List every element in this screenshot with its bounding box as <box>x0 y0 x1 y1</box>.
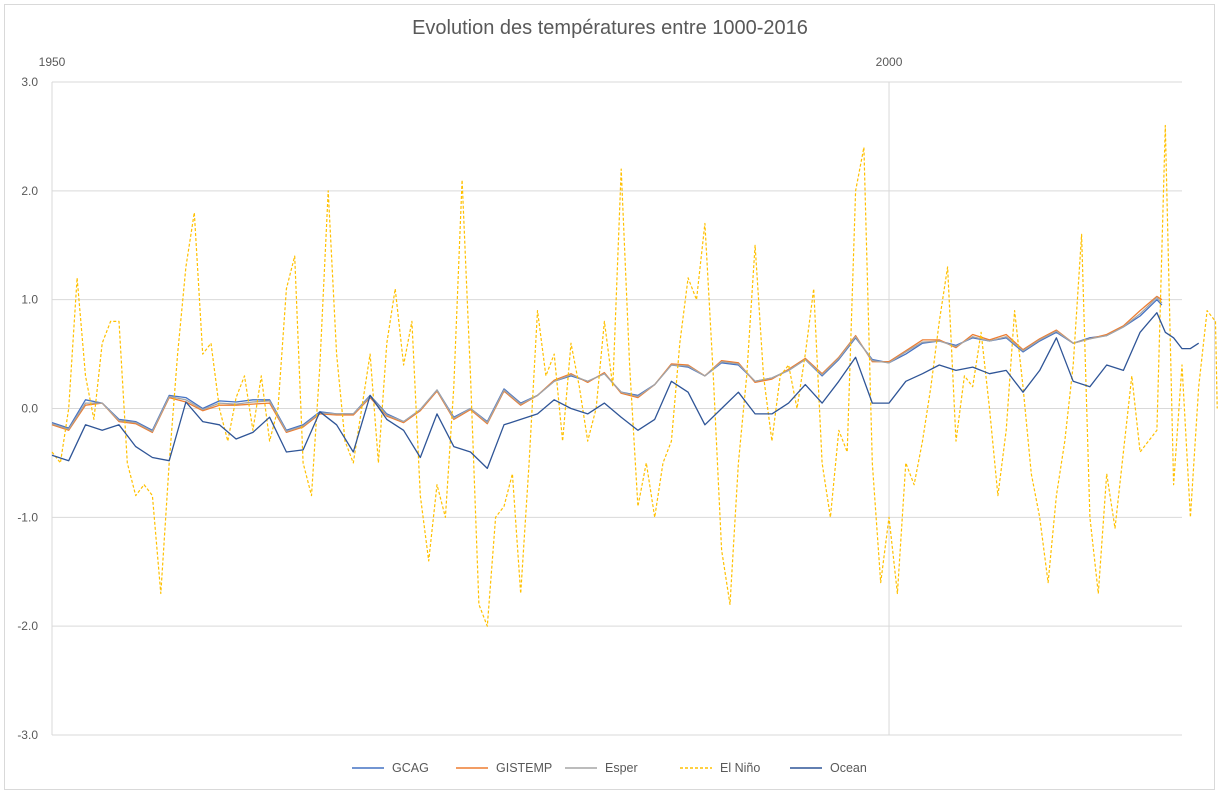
legend-label[interactable]: Esper <box>605 761 638 775</box>
series-line-esper <box>51 296 1163 433</box>
axes: 3.0 2.0 1.0 0.0 -1.0 -2.0 -3.0 1950 2000 <box>17 55 902 742</box>
y-tick-label: -3.0 <box>17 728 38 742</box>
chart-title: Evolution des températures entre 1000-20… <box>412 17 808 39</box>
grid <box>51 81 1182 736</box>
y-tick-label: -1.0 <box>17 510 38 524</box>
y-tick-label: 0.0 <box>21 402 38 416</box>
y-tick-label: 1.0 <box>21 293 38 307</box>
x-tick-label: 1950 <box>39 55 66 69</box>
series-layer <box>51 124 1218 627</box>
legend-label[interactable]: El Niño <box>720 761 760 775</box>
y-tick-label: 3.0 <box>21 75 38 89</box>
y-tick-label: -2.0 <box>17 619 38 633</box>
y-tick-label: 2.0 <box>21 184 38 198</box>
legend-label[interactable]: GCAG <box>392 761 429 775</box>
legend[interactable]: GCAG GISTEMP Esper El Niño Ocean <box>352 761 867 775</box>
x-tick-label: 2000 <box>876 55 903 69</box>
legend-label[interactable]: GISTEMP <box>496 761 552 775</box>
series-line-el-ni-o <box>51 124 1218 627</box>
series-line-gcag <box>51 299 1163 431</box>
chart-frame <box>4 4 1215 790</box>
series-line-ocean <box>51 312 1200 470</box>
series-line-gistemp <box>51 295 1163 434</box>
legend-label[interactable]: Ocean <box>830 761 867 775</box>
